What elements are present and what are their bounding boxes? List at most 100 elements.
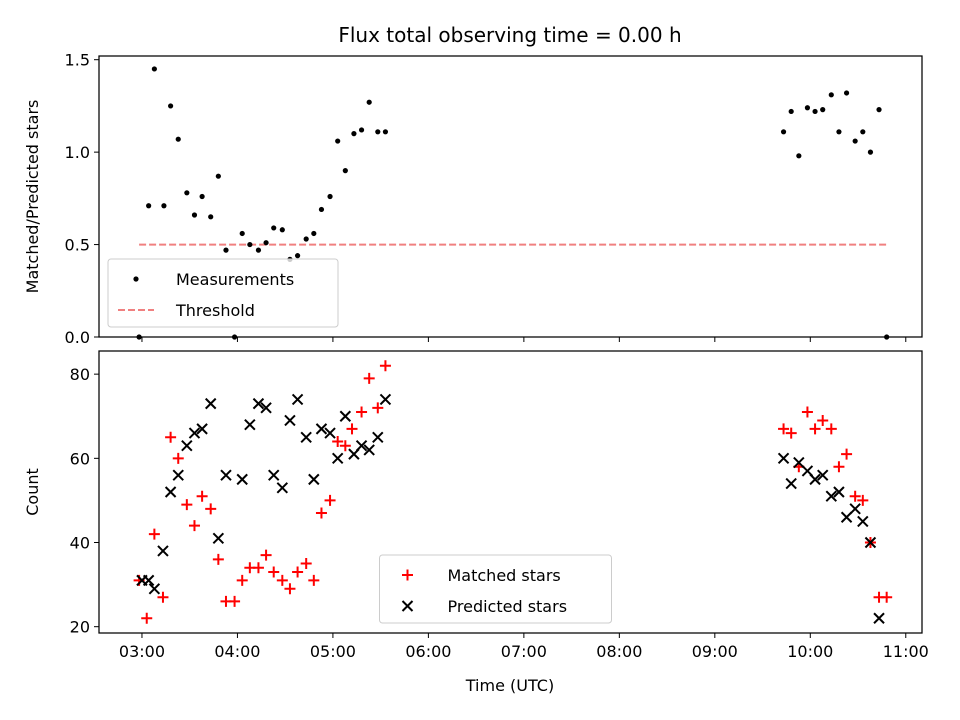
data-point: [151, 66, 157, 72]
data-point: [148, 583, 161, 595]
data-point: [315, 507, 327, 519]
data-point: [841, 448, 853, 460]
data-point: [867, 149, 874, 155]
count-axes: 03:00 04:00 05:00 06:00 07:00 08:00 09:00 10:00…: [70, 365, 929, 661]
data-point: [335, 138, 341, 144]
data-point: [849, 490, 861, 502]
data-point: [157, 545, 169, 557]
data-point: [852, 138, 858, 144]
data-point: [188, 520, 200, 532]
data-point: [236, 574, 248, 586]
y-tick-label: 60: [70, 449, 90, 468]
legend-box: [379, 554, 612, 624]
y-tick-label: 40: [70, 534, 90, 553]
data-point: [141, 612, 153, 624]
data-point: [260, 402, 272, 414]
legend-box: [107, 258, 339, 328]
data-point: [294, 253, 301, 259]
data-point: [801, 406, 813, 418]
data-point: [780, 129, 787, 135]
data-point: [788, 108, 794, 115]
data-point: [146, 203, 152, 209]
data-point: [252, 397, 265, 410]
data-point: [828, 92, 834, 98]
data-point: [300, 431, 312, 443]
data-point: [215, 173, 221, 179]
data-point: [777, 452, 790, 465]
data-point: [375, 129, 381, 135]
data-point: [252, 562, 264, 574]
data-point: [164, 486, 177, 498]
data-point: [331, 452, 344, 465]
data-point: [379, 393, 392, 406]
data-point: [300, 558, 312, 570]
data-point: [339, 410, 352, 422]
legend-swatch: [133, 276, 139, 282]
x-tick-label: 11:00: [883, 642, 929, 661]
y-tick-label: 0.0: [65, 328, 90, 347]
data-point: [205, 503, 217, 515]
data-point: [308, 574, 320, 586]
data-point: [220, 469, 232, 481]
x-tick-label: 06:00: [405, 642, 451, 661]
data-point: [817, 414, 829, 426]
count-panel: 03:00 04:00 05:00 06:00 07:00 08:00 09:00 10:00…: [23, 350, 929, 661]
data-point: [199, 193, 205, 200]
data-point: [142, 574, 155, 587]
data-point: [809, 423, 821, 435]
data-point: [276, 574, 288, 586]
legend-label: Measurements: [176, 270, 294, 289]
data-point: [849, 503, 861, 515]
x-axis-label: Time (UTC): [465, 676, 554, 695]
data-point: [860, 129, 866, 135]
legend-label: Matched stars: [448, 566, 561, 585]
data-point: [244, 418, 256, 431]
ratio-panel: 0.0 0.5 1.0 1.5 Matched/Predicted stars Mea…: [23, 51, 923, 347]
data-point: [356, 406, 368, 418]
count-marks: [133, 360, 893, 624]
data-point: [157, 591, 169, 603]
data-point: [284, 414, 296, 427]
data-point: [188, 427, 201, 439]
count-legend: Matched stars Predicted stars: [379, 554, 612, 624]
x-tick-label: 04:00: [214, 642, 260, 661]
data-point: [363, 372, 375, 384]
data-point: [172, 469, 184, 481]
data-point: [161, 203, 167, 209]
data-point: [881, 591, 893, 603]
ratio-y-axis-label: Matched/Predicted stars: [23, 100, 42, 294]
ratio-marks: [136, 66, 890, 340]
data-point: [346, 423, 358, 435]
legend-label: Threshold: [175, 301, 255, 320]
x-tick-label: 03:00: [119, 642, 165, 661]
data-point: [255, 247, 262, 253]
data-point: [268, 469, 280, 481]
data-point: [168, 103, 174, 109]
data-point: [876, 107, 882, 113]
data-point: [351, 131, 357, 137]
data-point: [843, 90, 850, 96]
data-point: [355, 439, 368, 452]
data-point: [284, 583, 296, 595]
x-tick-label: 08:00: [596, 642, 642, 661]
y-tick-label: 80: [70, 365, 90, 384]
data-point: [181, 439, 193, 452]
data-point: [809, 473, 821, 486]
data-point: [840, 511, 853, 523]
y-tick-label: 1.5: [65, 51, 90, 70]
data-point: [358, 127, 365, 133]
data-point: [382, 129, 389, 135]
data-point: [311, 230, 317, 237]
data-point: [223, 247, 229, 253]
data-point: [196, 423, 208, 435]
data-point: [175, 136, 181, 142]
data-point: [342, 168, 348, 174]
data-point: [825, 490, 838, 502]
data-point: [857, 515, 869, 528]
data-point: [324, 494, 336, 506]
data-point: [372, 431, 384, 443]
data-point: [857, 494, 869, 506]
data-point: [363, 444, 375, 456]
data-point: [229, 595, 241, 607]
